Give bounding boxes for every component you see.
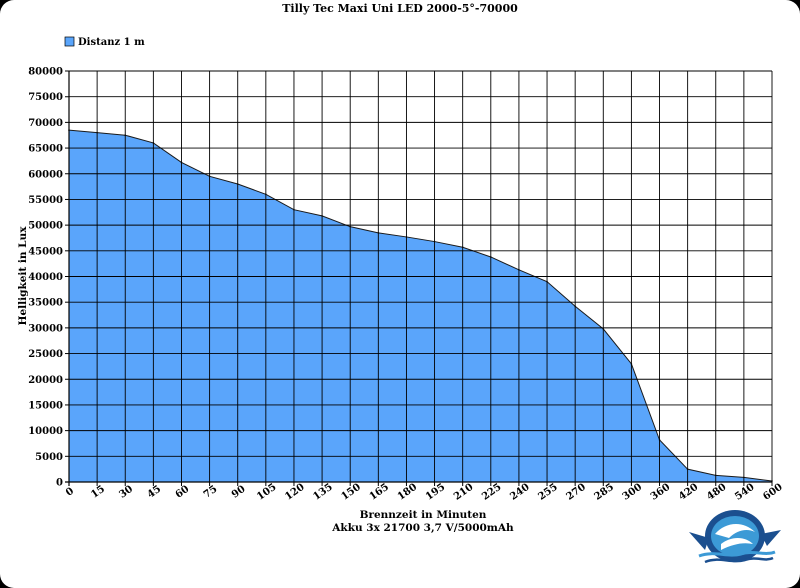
x-tick-label: 600 <box>761 482 784 503</box>
x-tick-label: 285 <box>593 482 616 503</box>
x-tick-label: 45 <box>146 484 164 501</box>
y-tick-label: 5000 <box>35 452 63 463</box>
x-tick-label: 165 <box>368 482 391 503</box>
x-tick-label: 300 <box>621 482 644 503</box>
x-tick-label: 105 <box>255 482 278 503</box>
y-tick-label: 35000 <box>28 298 63 309</box>
y-tick-label: 80000 <box>28 67 63 78</box>
series-line <box>68 129 773 482</box>
x-tick-label: 225 <box>480 482 503 503</box>
x-tick-label: 195 <box>424 482 447 503</box>
x-tick-label: 0 <box>64 486 76 499</box>
series-area <box>69 130 772 482</box>
x-axis-sublabel: Akku 3x 21700 3,7 V/5000mAh <box>331 522 514 534</box>
x-tick-label: 135 <box>311 482 334 503</box>
y-tick-label: 0 <box>56 478 63 489</box>
x-axis-label: Brennzeit in Minuten <box>360 509 487 521</box>
x-tick-label: 120 <box>283 482 306 503</box>
x-tick-label: 270 <box>564 482 587 503</box>
legend-label: Distanz 1 m <box>78 37 145 48</box>
y-tick-label: 20000 <box>28 375 63 386</box>
x-tick-label: 75 <box>202 484 220 501</box>
y-tick-label: 60000 <box>28 169 63 180</box>
x-tick-label: 420 <box>677 482 700 503</box>
y-tick-label: 55000 <box>28 195 63 206</box>
x-tick-label: 150 <box>340 482 363 503</box>
y-axis-label: Helligkeit in Lux <box>17 226 29 326</box>
y-tick-label: 30000 <box>28 323 63 334</box>
x-tick-label: 210 <box>452 482 475 503</box>
x-tick-label: 15 <box>89 484 107 501</box>
x-tick-label: 480 <box>705 482 728 503</box>
x-tick-label: 60 <box>174 484 192 501</box>
y-tick-label: 65000 <box>28 144 63 155</box>
y-tick-label: 25000 <box>28 349 63 360</box>
y-tick-label: 75000 <box>28 92 63 103</box>
x-tick-label: 360 <box>649 482 672 503</box>
y-tick-label: 10000 <box>28 426 63 437</box>
y-tick-label: 45000 <box>28 246 63 257</box>
x-tick-label: 255 <box>536 482 559 503</box>
y-tick-label: 50000 <box>28 221 63 232</box>
chart-title: Tilly Tec Maxi Uni LED 2000-5°-70000 <box>282 2 518 15</box>
x-tick-label: 30 <box>117 484 135 501</box>
diving-logo-icon <box>689 510 781 566</box>
x-tick-label: 180 <box>396 482 419 503</box>
legend-swatch <box>64 36 75 47</box>
x-tick-label: 240 <box>508 482 531 503</box>
y-tick-label: 15000 <box>28 400 63 411</box>
y-tick-label: 70000 <box>28 118 63 129</box>
x-tick-label: 90 <box>230 484 248 501</box>
x-tick-label: 540 <box>733 482 756 503</box>
y-tick-label: 40000 <box>28 272 63 283</box>
